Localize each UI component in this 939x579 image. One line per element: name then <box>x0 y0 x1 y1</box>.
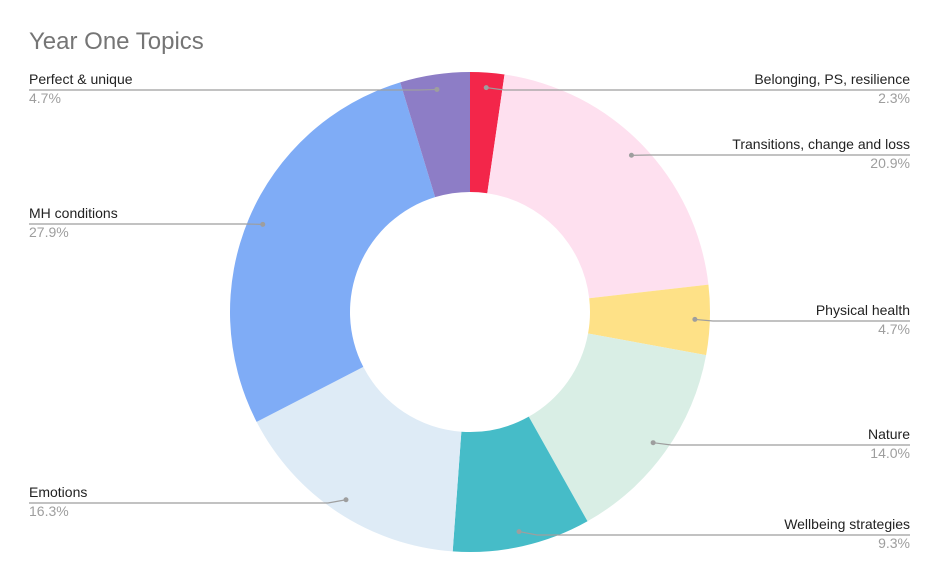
leader-dot-wellbeing-strategies <box>516 529 522 535</box>
slice-value-mh-conditions: 27.9% <box>29 224 69 240</box>
leader-dot-nature <box>650 440 656 446</box>
leader-line-emotions <box>29 499 347 504</box>
slice-nature <box>528 333 707 522</box>
slice-value-emotions: 16.3% <box>29 503 69 519</box>
slice-label-physical-health: Physical health <box>816 302 910 318</box>
slice-mh-conditions <box>230 82 436 422</box>
leader-dot-physical-health <box>692 316 698 322</box>
slice-value-perfect-unique: 4.7% <box>29 90 61 106</box>
leader-dot-emotions <box>343 497 349 503</box>
leader-dot-transitions-change-and-loss <box>628 152 634 158</box>
slice-label-mh-conditions: MH conditions <box>29 205 118 221</box>
slice-value-nature: 14.0% <box>870 445 910 461</box>
slice-wellbeing-strategies <box>452 416 588 552</box>
slice-label-transitions-change-and-loss: Transitions, change and loss <box>732 136 910 152</box>
leader-line-belonging-ps-resilience <box>486 86 910 91</box>
slice-label-belonging-ps-resilience: Belonging, PS, resilience <box>754 71 910 87</box>
leader-dot-belonging-ps-resilience <box>483 85 489 91</box>
labels-group: Belonging, PS, resilience 2.3% Transitions… <box>29 71 910 551</box>
leader-dot-perfect-unique <box>434 86 440 92</box>
slice-label-wellbeing-strategies: Wellbeing strategies <box>784 516 910 532</box>
slice-transitions-change-and-loss <box>487 74 709 299</box>
leader-line-perfect-unique <box>29 88 437 91</box>
slice-label-perfect-unique: Perfect & unique <box>29 71 133 87</box>
slice-value-transitions-change-and-loss: 20.9% <box>870 155 910 171</box>
slice-perfect-unique <box>400 72 470 198</box>
leader-line-physical-health <box>694 318 910 322</box>
slice-belonging-ps-resilience <box>470 72 505 194</box>
leader-line-wellbeing-strategies <box>518 531 910 536</box>
slice-label-emotions: Emotions <box>29 484 87 500</box>
slice-physical-health <box>588 284 711 356</box>
slice-emotions <box>256 366 462 552</box>
chart-title: Year One Topics <box>29 28 204 55</box>
slice-value-physical-health: 4.7% <box>878 321 910 337</box>
slice-value-wellbeing-strategies: 9.3% <box>878 535 910 551</box>
slices-group <box>230 72 711 552</box>
leader-dot-mh-conditions <box>260 221 266 227</box>
leader-line-nature <box>653 442 910 446</box>
slice-label-nature: Nature <box>868 426 910 442</box>
slice-value-belonging-ps-resilience: 2.3% <box>878 90 910 106</box>
